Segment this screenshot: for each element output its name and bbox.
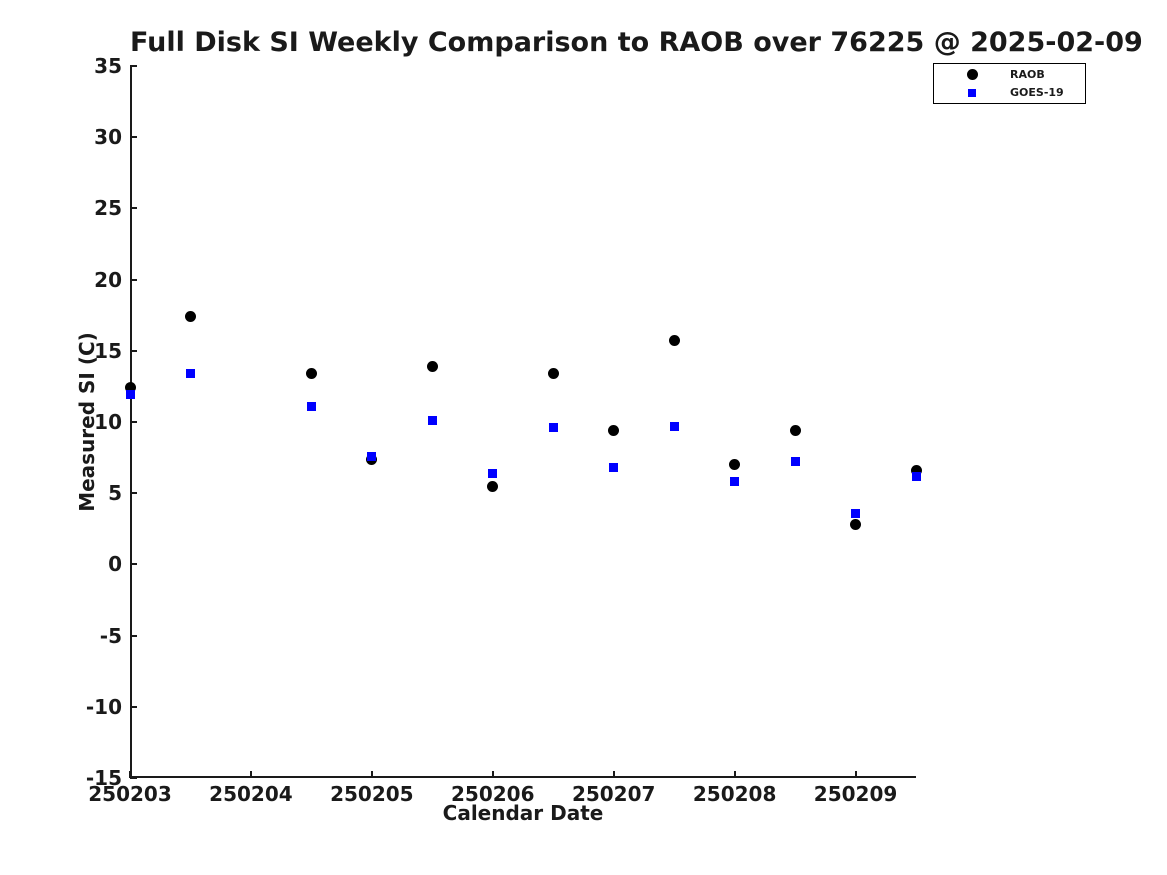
chart-title: Full Disk SI Weekly Comparison to RAOB o…	[130, 27, 1143, 58]
legend-item-goes-19: GOES-19	[934, 85, 1085, 100]
goes-19-square-icon	[968, 88, 976, 97]
y-tick-label: -5	[99, 623, 122, 648]
legend: RAOB GOES-19	[933, 63, 1086, 104]
legend-label-goes-19: GOES-19	[1010, 86, 1064, 99]
x-axis-label: Calendar Date	[442, 801, 604, 825]
y-axis-label: Measured SI (C)	[75, 332, 99, 512]
y-tick-label: -10	[85, 694, 122, 719]
y-tick-label: 35	[94, 54, 122, 78]
y-tick-label: 30	[94, 125, 122, 150]
legend-label-raob: RAOB	[1010, 68, 1045, 81]
y-tick-label: 25	[94, 196, 122, 221]
raob-circle-icon	[966, 69, 978, 80]
legend-item-raob: RAOB	[934, 67, 1085, 82]
plot-area	[130, 66, 916, 778]
y-tick-label: -15	[85, 766, 122, 790]
